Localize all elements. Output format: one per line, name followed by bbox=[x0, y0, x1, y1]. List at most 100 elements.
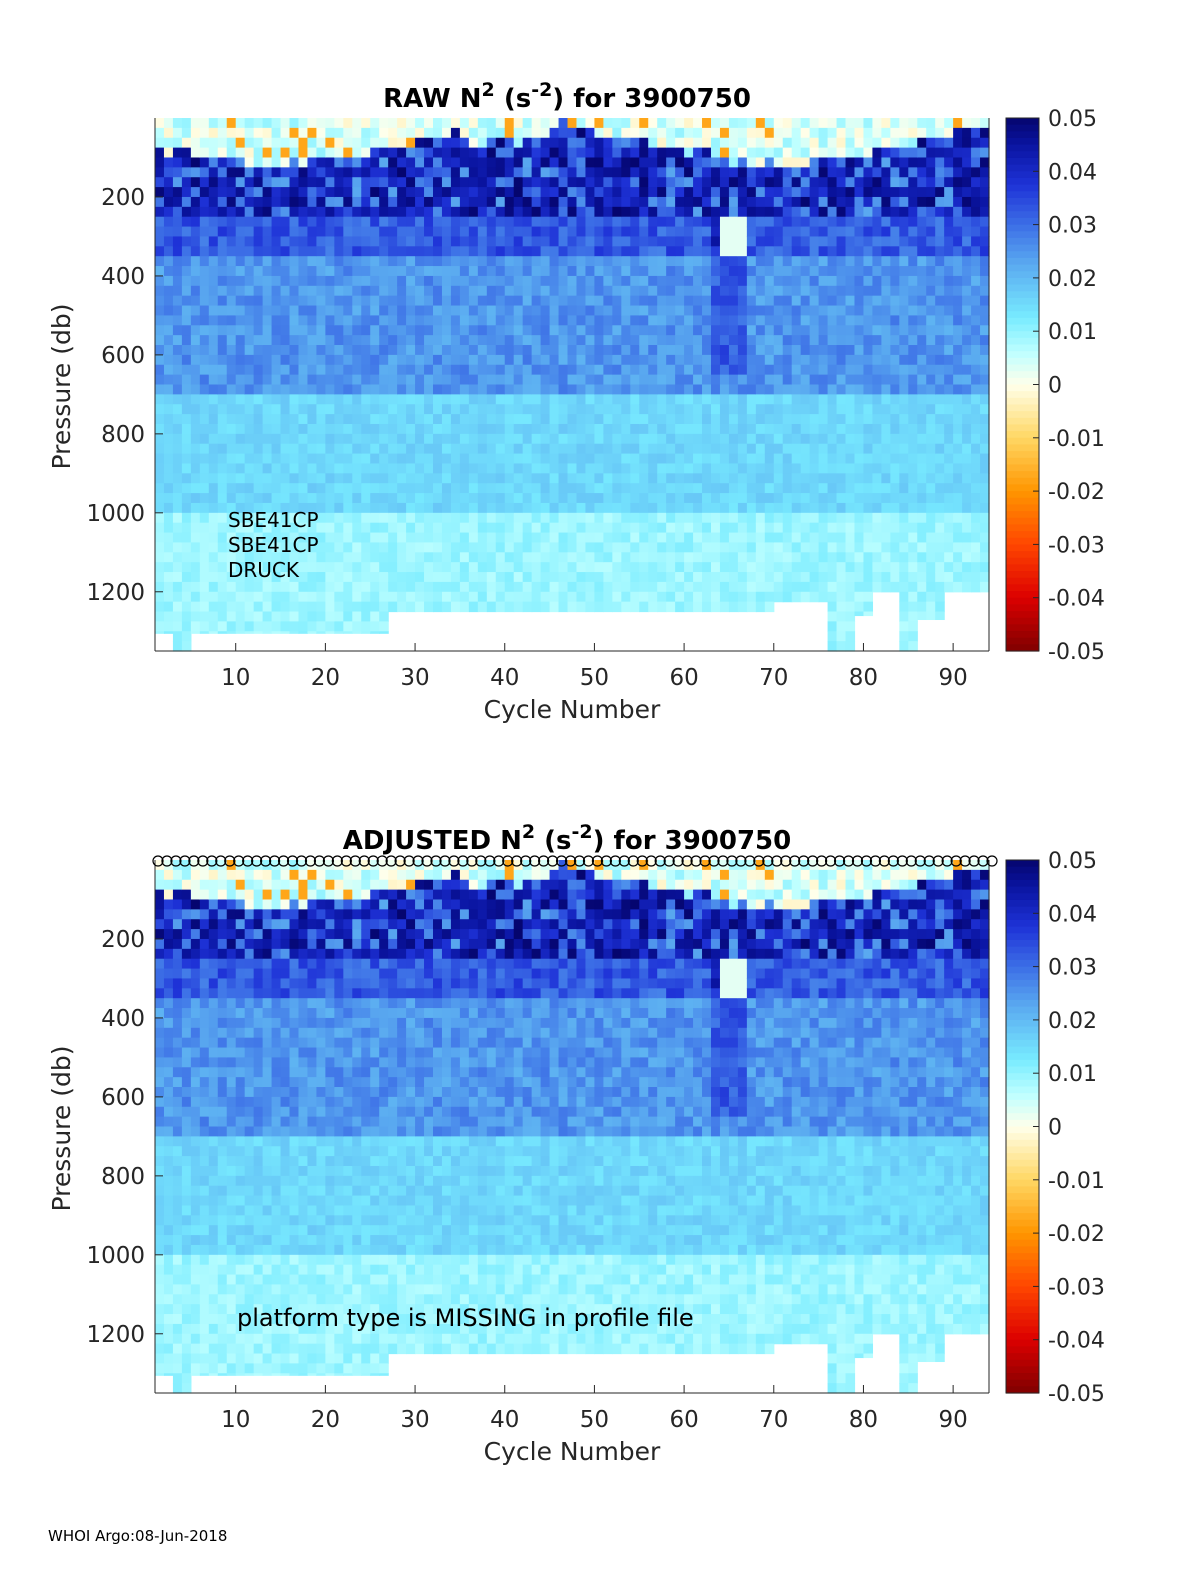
heatmap-cell bbox=[334, 196, 344, 208]
heatmap-cell bbox=[675, 463, 685, 474]
heatmap-cell bbox=[728, 572, 739, 583]
heatmap-cell bbox=[280, 443, 291, 455]
heatmap-cell bbox=[809, 522, 820, 534]
heatmap-cell bbox=[693, 246, 703, 257]
heatmap-cell bbox=[944, 226, 954, 238]
heatmap-cell bbox=[827, 473, 838, 484]
heatmap-cell bbox=[262, 631, 273, 634]
heatmap-cell bbox=[388, 463, 398, 474]
heatmap-cell bbox=[711, 157, 721, 168]
heatmap-cell bbox=[773, 493, 784, 504]
heatmap-cell bbox=[576, 147, 587, 159]
heatmap-cell bbox=[370, 394, 380, 405]
heatmap-cell bbox=[235, 621, 246, 632]
heatmap-cell bbox=[540, 364, 551, 376]
heatmap-cell bbox=[845, 384, 856, 395]
colorbar-tick-label: -0.03 bbox=[1048, 533, 1105, 558]
heatmap-cell bbox=[630, 256, 640, 267]
heatmap-cell bbox=[424, 315, 434, 326]
heatmap-cell bbox=[755, 394, 766, 405]
heatmap-cell bbox=[926, 256, 936, 267]
heatmap-cell bbox=[612, 187, 622, 198]
heatmap-cell bbox=[953, 275, 963, 287]
heatmap-cell bbox=[684, 187, 694, 198]
heatmap-cell bbox=[764, 443, 775, 455]
heatmap-cell bbox=[702, 295, 712, 307]
heatmap-cell bbox=[962, 177, 972, 188]
heatmap-cell bbox=[280, 137, 291, 149]
heatmap-cell bbox=[379, 187, 389, 198]
heatmap-cell bbox=[253, 473, 264, 484]
heatmap-cell bbox=[845, 414, 856, 425]
heatmap-cell bbox=[433, 414, 443, 425]
heatmap-cell bbox=[388, 187, 398, 198]
heatmap-cell bbox=[235, 463, 246, 474]
heatmap-cell bbox=[388, 394, 398, 405]
heatmap-cell bbox=[199, 591, 210, 603]
heatmap-cell bbox=[388, 246, 398, 257]
heatmap-cell bbox=[971, 196, 981, 208]
heatmap-cell bbox=[459, 552, 470, 563]
heatmap-cell bbox=[926, 601, 936, 613]
heatmap-cell bbox=[163, 266, 174, 277]
heatmap-cell bbox=[558, 305, 569, 317]
heatmap-cell bbox=[666, 532, 676, 544]
heatmap-cell bbox=[702, 226, 712, 238]
heatmap-cell bbox=[459, 256, 470, 267]
heatmap-cell bbox=[352, 275, 362, 287]
heatmap-cell bbox=[325, 414, 335, 425]
heatmap-cell bbox=[791, 256, 802, 267]
heatmap-cell bbox=[980, 552, 990, 563]
heatmap-cell bbox=[764, 206, 775, 218]
heatmap-cell bbox=[163, 335, 174, 346]
heatmap-cell bbox=[486, 325, 497, 336]
heatmap-cell bbox=[190, 374, 201, 386]
heatmap-cell bbox=[280, 256, 291, 267]
heatmap-cell bbox=[585, 196, 596, 208]
heatmap-cell bbox=[235, 157, 246, 168]
heatmap-cell bbox=[370, 473, 380, 484]
heatmap-cell bbox=[773, 473, 784, 484]
heatmap-cell bbox=[926, 463, 936, 474]
heatmap-cell bbox=[782, 118, 793, 129]
heatmap-cell bbox=[612, 335, 622, 346]
heatmap-cell bbox=[818, 226, 829, 238]
heatmap-cell bbox=[594, 512, 604, 524]
heatmap-cell bbox=[531, 157, 542, 168]
heatmap-cell bbox=[567, 196, 578, 208]
heatmap-cell bbox=[433, 315, 443, 326]
heatmap-cell bbox=[540, 562, 551, 573]
heatmap-cell bbox=[271, 581, 282, 593]
heatmap-cell bbox=[352, 354, 362, 366]
heatmap-cell bbox=[827, 384, 838, 395]
heatmap-cell bbox=[513, 562, 524, 573]
heatmap-cell bbox=[881, 443, 891, 455]
heatmap-cell bbox=[648, 226, 658, 238]
heatmap-cell bbox=[818, 216, 829, 228]
heatmap-cell bbox=[289, 266, 300, 277]
heatmap-cell bbox=[603, 246, 613, 257]
heatmap-cell bbox=[450, 601, 461, 613]
heatmap-cell bbox=[253, 483, 264, 494]
heatmap-cell bbox=[495, 364, 506, 376]
heatmap-cell bbox=[746, 512, 757, 524]
heatmap-cell bbox=[477, 256, 488, 267]
heatmap-cell bbox=[522, 177, 533, 188]
heatmap-cell bbox=[800, 127, 811, 139]
heatmap-cell bbox=[450, 502, 461, 514]
heatmap-cell bbox=[818, 443, 829, 455]
heatmap-cell bbox=[702, 118, 712, 129]
heatmap-cell bbox=[343, 285, 353, 297]
heatmap-cell bbox=[208, 167, 219, 178]
heatmap-cell bbox=[280, 493, 291, 504]
heatmap-cell bbox=[495, 226, 506, 238]
heatmap-cell bbox=[495, 315, 506, 326]
heatmap-cell bbox=[235, 226, 246, 238]
heatmap-cell bbox=[217, 443, 228, 455]
heatmap-cell bbox=[379, 404, 389, 415]
heatmap-cell bbox=[675, 581, 685, 593]
heatmap-cell bbox=[379, 621, 389, 632]
heatmap-cell bbox=[971, 453, 981, 465]
heatmap-cell bbox=[854, 463, 865, 474]
heatmap-cell bbox=[549, 483, 560, 494]
